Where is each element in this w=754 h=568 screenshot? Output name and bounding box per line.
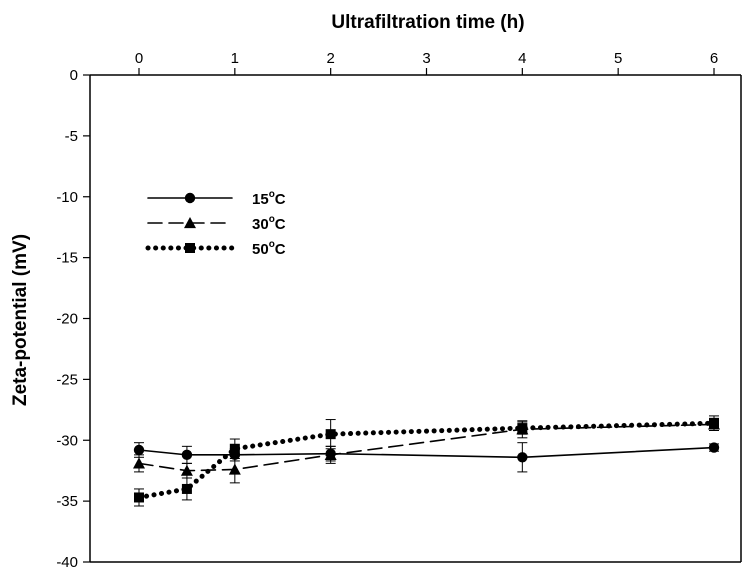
data-point <box>325 429 336 440</box>
legend-label-unit: C <box>275 191 286 208</box>
data-point <box>228 463 241 475</box>
y-tick-label: -35 <box>56 493 78 510</box>
data-point <box>324 448 337 460</box>
legend-entry: 50oC <box>145 239 286 258</box>
data-point <box>517 452 528 463</box>
x-tick-label: 3 <box>422 50 430 67</box>
data-point <box>133 457 145 469</box>
legend-label-degree: o <box>269 239 275 250</box>
series-line <box>138 446 715 459</box>
series-2 <box>134 415 719 507</box>
legend-label-unit: C <box>275 216 286 233</box>
y-tick-label: -20 <box>56 311 78 328</box>
x-tick-label: 2 <box>326 50 334 67</box>
legend-entry: 15oC <box>147 189 286 208</box>
series-line <box>136 420 717 500</box>
y-tick-label: -40 <box>56 554 78 568</box>
y-tick-label: 0 <box>70 67 78 84</box>
data-point <box>133 444 145 456</box>
legend-entry: 30oC <box>147 214 286 233</box>
y-tick-label: -30 <box>56 432 78 449</box>
series-1 <box>133 417 720 484</box>
y-tick-label: -5 <box>65 128 78 145</box>
data-point <box>708 442 720 453</box>
y-tick-label: -10 <box>56 189 78 206</box>
plot-area: 0 1 2 3 4 5 60-5-10-15-20-25-30-35-4015oC30oC5… <box>56 50 742 568</box>
data-point <box>229 443 240 454</box>
legend-label: 50oC <box>252 239 286 258</box>
x-tick-label: 5 <box>614 50 622 67</box>
x-tick-label: 4 <box>518 50 526 67</box>
x-tick-label: 6 <box>710 50 718 67</box>
chart-title: Ultrafiltration time (h) <box>331 12 524 33</box>
x-tick-label: 1 <box>231 50 239 67</box>
legend-label-value: 50 <box>252 241 269 258</box>
data-point <box>134 492 144 503</box>
y-tick-label: -15 <box>56 250 78 267</box>
legend-label-unit: C <box>275 241 286 258</box>
legend-label: 15oC <box>252 189 286 208</box>
data-point <box>180 464 193 476</box>
data-point <box>181 483 192 494</box>
y-tick-label: -25 <box>56 371 78 388</box>
y-axis-label: Zeta-potential (mV) <box>10 234 31 406</box>
legend-marker <box>184 192 196 204</box>
legend-label: 30oC <box>252 214 286 233</box>
data-point <box>517 423 528 434</box>
x-tick-label: 0 <box>135 50 143 67</box>
legend-label-degree: o <box>269 189 275 200</box>
data-point <box>181 449 193 461</box>
legend-label-degree: o <box>269 214 275 225</box>
legend-marker <box>185 243 195 253</box>
data-point <box>709 418 719 429</box>
series-0 <box>133 442 720 473</box>
legend-label-value: 30 <box>252 216 269 233</box>
legend-marker <box>184 217 196 229</box>
legend-label-value: 15 <box>252 191 269 208</box>
